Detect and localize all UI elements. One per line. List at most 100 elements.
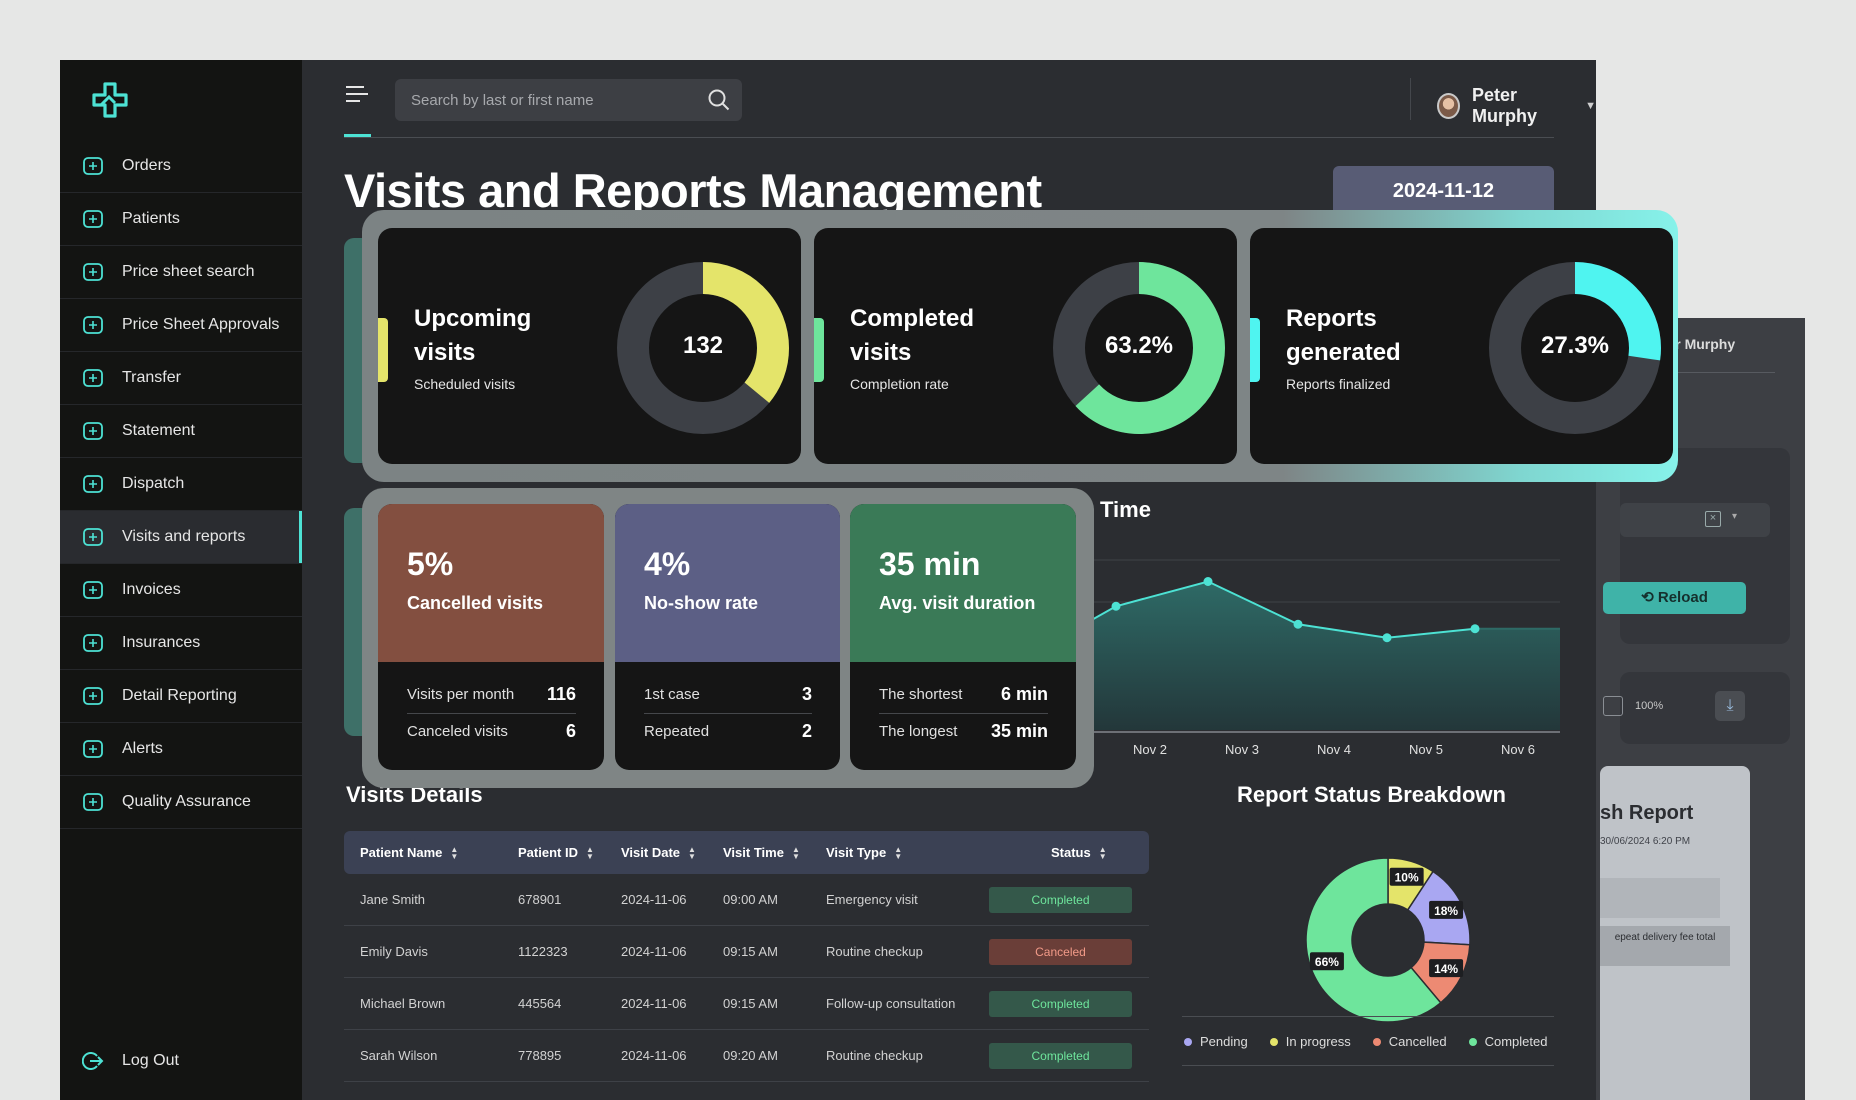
stat-subtitle: Reports finalized [1286,376,1391,392]
slice-label: 14% [1429,959,1464,978]
sidebar-item-insurances[interactable]: Insurances [60,617,302,670]
cell-type: Follow-up consultation [826,996,956,1011]
stats-overlay: Upcoming visits Scheduled visits 132 Comple… [362,210,1678,482]
table-row[interactable]: Jane Smith 678901 2024-11-06 09:00 AM Emerge… [344,874,1149,926]
date-picker[interactable]: 2024-11-12 [1333,166,1554,218]
sidebar-item-price-sheet-search[interactable]: Price sheet search [60,246,302,299]
sidebar-item-label: Price Sheet Approvals [122,316,280,333]
sort-icon[interactable]: ▲ ▼ [585,844,594,861]
bg-select[interactable] [1620,503,1770,537]
column-header[interactable]: Visit Date ▲ ▼ [621,845,696,860]
metric-row: Repeated 2 [644,713,812,749]
metric-row: Visits per month 116 [407,676,576,712]
status-badge: Completed [989,1043,1132,1069]
menu-indicator [344,134,371,137]
menu-icon[interactable] [346,84,368,104]
metric-row-value: 3 [801,683,812,704]
sidebar-item-patients[interactable]: Patients [60,193,302,246]
sidebar-item-alerts[interactable]: Alerts [60,723,302,776]
table-row[interactable]: Sarah Wilson 778895 2024-11-06 09:20 AM Rout… [344,1030,1149,1082]
stat-title: Upcoming visits [414,305,532,366]
metric-row: 1st case 3 [644,676,812,712]
transfer-icon [83,369,103,387]
search-icon[interactable] [707,88,731,112]
stat-subtitle: Completion rate [850,376,949,392]
sidebar-item-dispatch[interactable]: Dispatch [60,458,302,511]
sort-icon[interactable]: ▲ ▼ [688,844,696,861]
stat-donut [617,262,789,434]
legend-dot [1468,1038,1477,1046]
legend-item: Completed [1468,1034,1548,1049]
column-header[interactable]: Visit Time ▲ ▼ [723,845,800,860]
user-menu[interactable]: Peter Murphy ▼ [1437,85,1596,127]
sidebar-item-price-sheet-approvals[interactable]: Price Sheet Approvals [60,299,302,352]
sidebar-item-detail-reporting[interactable]: Detail Reporting [60,670,302,723]
header-divider [1410,78,1411,120]
status-badge: Completed [989,887,1132,913]
sort-icon[interactable]: ▲ ▼ [1098,844,1107,861]
avatar [1437,93,1460,119]
cell-time: 09:20 AM [723,1048,778,1063]
sort-icon[interactable]: ▲ ▼ [791,844,800,861]
chevron-down-icon[interactable]: ▾ [1732,511,1738,522]
column-header[interactable]: Patient Name ▲ ▼ [360,845,458,860]
legend-item: Cancelled [1372,1034,1447,1049]
stat-donut [1489,262,1661,434]
zoom-out-icon[interactable] [1603,696,1623,716]
sidebar-item-label: Alerts [122,740,163,757]
metric-card: 5% Cancelled visits Visits per month 116 Can… [378,504,604,770]
legend-item: Pending [1184,1034,1248,1049]
svg-text:14%: 14% [1434,962,1458,976]
column-header[interactable]: Status ▲ ▼ [1051,845,1107,860]
sidebar-item-quality-assurance[interactable]: Quality Assurance [60,776,302,829]
cell-date: 2024-11-06 [621,892,687,907]
sort-icon[interactable]: ▲ ▼ [894,844,903,861]
svg-text:18%: 18% [1434,904,1458,918]
download-icon[interactable]: ⤓ [1715,691,1745,721]
logout-button[interactable]: Log Out [82,1050,179,1072]
x-tick-label: Nov 5 [1409,742,1443,757]
table-row[interactable]: Michael Brown 445564 2024-11-06 09:15 AM Fol… [344,978,1149,1030]
stat-donut [1053,262,1225,434]
metric-header: 35 min Avg. visit duration [850,504,1076,662]
column-header-label: Patient Name [360,845,443,860]
legend-label: Cancelled [1388,1034,1447,1049]
bell-icon [83,740,103,758]
sidebar-item-orders[interactable]: Orders [60,140,302,193]
sidebar-item-transfer[interactable]: Transfer [60,352,302,405]
stat-card: Reports generated Reports finalized 27.3% [1250,228,1673,464]
legend-label: Completed [1484,1034,1548,1049]
cell-type: Routine checkup [826,1048,923,1063]
sidebar-nav: Orders Patients Price sheet search Price Sh… [60,140,302,829]
sidebar-item-label: Price sheet search [122,263,255,280]
sort-icon[interactable]: ▲ ▼ [450,844,459,861]
sidebar-item-statement[interactable]: Statement [60,405,302,458]
stat-accent [814,318,824,382]
zoom-level: 100% [1635,700,1664,712]
column-header[interactable]: Visit Type ▲ ▼ [826,845,902,860]
table-row[interactable]: Emily Davis 1122323 2024-11-06 09:15 AM Rout… [344,926,1149,978]
data-point [1293,619,1303,629]
stat-title: Reports generated [1286,305,1401,366]
logout-icon [82,1052,104,1070]
question-icon [83,793,103,811]
legend-dot [1372,1038,1381,1046]
metric-value: 35 min [879,546,981,582]
sidebar-item-invoices[interactable]: Invoices [60,564,302,617]
metric-row-value: 116 [546,683,576,704]
clear-icon[interactable]: × [1705,511,1721,527]
metric-row-value: 6 [565,720,576,741]
stat-accent [1250,318,1260,382]
metric-row-value: 6 min [1000,683,1048,704]
bg-toolbar-panel [1620,672,1790,744]
metric-label: No-show rate [644,593,759,613]
sidebar-item-visits-and-reports[interactable]: Visits and reports [60,511,302,564]
reload-button[interactable]: ⟲ Reload [1603,582,1746,614]
column-header[interactable]: Patient ID ▲ ▼ [518,845,594,860]
sidebar-item-label: Detail Reporting [122,687,237,704]
x-tick-label: Nov 4 [1317,742,1351,757]
checkbox-icon [83,316,103,334]
search-input[interactable] [395,79,742,121]
column-header-label: Visit Date [621,845,681,860]
data-point [1203,577,1213,586]
